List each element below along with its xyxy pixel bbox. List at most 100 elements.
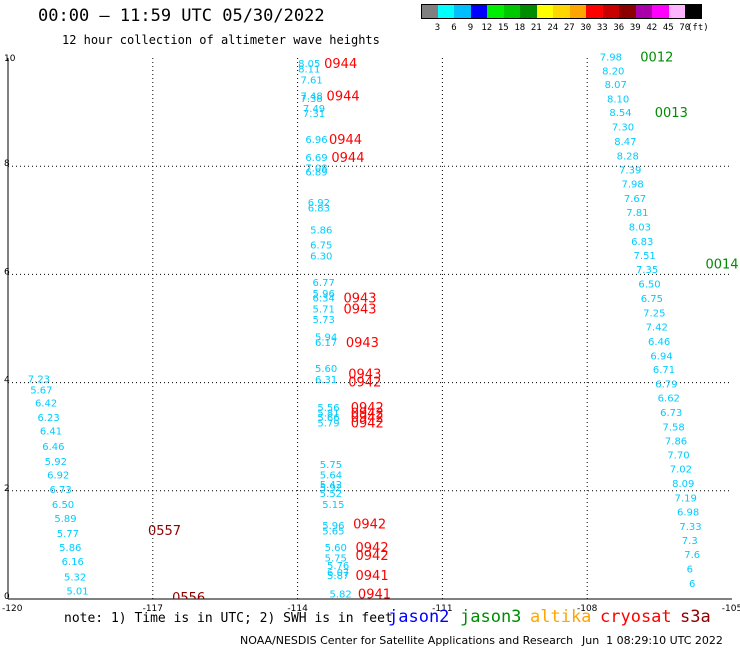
swh-data-label: 7.86: [665, 436, 687, 447]
swh-data-label: 7.51: [634, 251, 656, 262]
colorbar-label: 3: [434, 23, 441, 33]
time-label: 0942: [351, 406, 384, 421]
legend-altika: altika: [530, 607, 592, 627]
colorbar-label: 30: [580, 23, 592, 33]
swh-data-label: 7.31: [303, 109, 325, 120]
time-label: 0942: [351, 411, 384, 426]
time-label: 0944: [324, 57, 357, 72]
swh-data-label: 7.33: [679, 522, 701, 533]
colorbar-label: 15: [497, 23, 509, 33]
colorbar-swatch: [602, 4, 619, 19]
swh-data-label: 7.35: [636, 265, 658, 276]
swh-data-label: 5.75: [320, 460, 342, 471]
swh-data-label: 5.96: [313, 289, 335, 300]
swh-data-label: 6.41: [40, 427, 62, 438]
legend-cryosat: cryosat: [600, 607, 672, 627]
swh-data-label: 8.11: [298, 64, 320, 75]
swh-data-label: 6.17: [315, 338, 337, 349]
swh-data-label: 6.94: [650, 352, 672, 363]
swh-data-label: 6.69: [305, 153, 327, 164]
x-tick-label: -105: [722, 604, 740, 614]
swh-data-label: 6.46: [42, 442, 64, 453]
colorbar-label: 21: [530, 23, 542, 33]
colorbar-border: [421, 4, 702, 19]
swh-data-label: 7.25: [643, 308, 665, 319]
swh-data-label: 6.75: [310, 241, 332, 252]
swh-data-label: 7.49: [303, 104, 325, 115]
time-label: 0013: [655, 106, 688, 121]
swh-data-label: 6.71: [653, 365, 675, 376]
swh-data-label: 6.83: [631, 237, 653, 248]
colorbar-swatch: [503, 4, 520, 19]
chart-subtitle: 12 hour collection of altimeter wave hei…: [62, 33, 380, 47]
swh-data-label: 7.3: [682, 536, 698, 547]
y-tick-label: 4: [4, 376, 10, 386]
y-tick-label: 2: [4, 484, 10, 494]
swh-data-label: 7.98: [600, 52, 622, 63]
colorbar-swatch: [470, 4, 487, 19]
swh-data-label: 5.01: [66, 586, 88, 597]
swh-data-label: 6: [689, 579, 695, 590]
chart-title: 00:00 – 11:59 UTC 05/30/2022: [38, 6, 325, 26]
colorbar-label: 6: [451, 23, 457, 33]
swh-data-label: 5.76: [327, 561, 349, 572]
y-tick-label: 6: [4, 267, 10, 277]
colorbar-swatch: [454, 4, 471, 19]
colorbar-swatch: [536, 4, 553, 19]
swh-data-label: 7.02: [670, 465, 692, 476]
data-layer: 8.058.117.61 7.487.387.497.31 6.96 6.697.08…: [28, 50, 739, 606]
swh-data-label: 6.31: [315, 375, 337, 386]
swh-data-label: 7.81: [626, 208, 648, 219]
swh-data-label: 8.47: [614, 137, 636, 148]
colorbar-swatch: [635, 4, 652, 19]
swh-data-label: 6.96: [305, 135, 327, 146]
colorbar-swatch: [652, 4, 669, 19]
x-tick-label: -117: [143, 604, 163, 614]
swh-data-label: 6.42: [35, 399, 57, 410]
swh-data-label: 8.03: [629, 222, 651, 233]
swh-data-label: 5.89: [54, 514, 76, 525]
swh-data-label: 7.58: [662, 422, 684, 433]
swh-data-label: 5.75: [325, 553, 347, 564]
time-label: 0557: [148, 524, 181, 539]
swh-data-label: 5.96: [322, 521, 344, 532]
time-label: 0942: [356, 549, 389, 564]
swh-data-label: 5.71: [313, 304, 335, 315]
swh-data-label: 5.65: [322, 526, 344, 537]
colorbar-unit: (ft): [687, 23, 709, 33]
colorbar-swatch: [586, 4, 603, 19]
time-label: 0944: [331, 151, 364, 166]
time-label: 0943: [343, 302, 376, 317]
y-tick-label: 10: [4, 54, 16, 64]
y-tick-label: 0: [4, 592, 10, 602]
time-label: 0944: [329, 133, 362, 148]
swh-data-label: 6.92: [47, 471, 69, 482]
swh-data-label: 5.73: [313, 315, 335, 326]
swh-data-label: 8.09: [672, 479, 694, 490]
swh-data-label: 5.79: [317, 419, 339, 430]
swh-data-label: 5.67: [30, 386, 52, 397]
x-tick-label: -111: [432, 604, 452, 614]
swh-data-label: 5.64: [320, 471, 342, 482]
swh-data-label: 6.50: [52, 500, 74, 511]
swh-data-label: 5.15: [322, 500, 344, 511]
swh-data-label: 5.60: [315, 364, 337, 375]
colorbar-swatch: [619, 4, 636, 19]
swh-data-label: 5.94: [315, 333, 337, 344]
swh-data-label: 7.67: [624, 194, 646, 205]
time-label: 0941: [358, 588, 391, 603]
swh-data-label: 7.23: [28, 374, 50, 385]
swh-data-label: 5.87: [327, 571, 349, 582]
colorbar-swatch: [569, 4, 586, 19]
swh-data-label: 5.52: [320, 489, 342, 500]
swh-data-label: 6.75: [641, 294, 663, 305]
colorbar-label: 27: [563, 23, 575, 33]
swh-data-label: 5.42: [320, 480, 342, 491]
time-label: 0941: [356, 569, 389, 584]
time-label: 0942: [348, 376, 381, 391]
swh-data-label: 7.39: [619, 165, 641, 176]
swh-data-label: 7.38: [300, 94, 322, 105]
colorbar-swatch: [487, 4, 504, 19]
time-label: 0556: [172, 591, 205, 606]
